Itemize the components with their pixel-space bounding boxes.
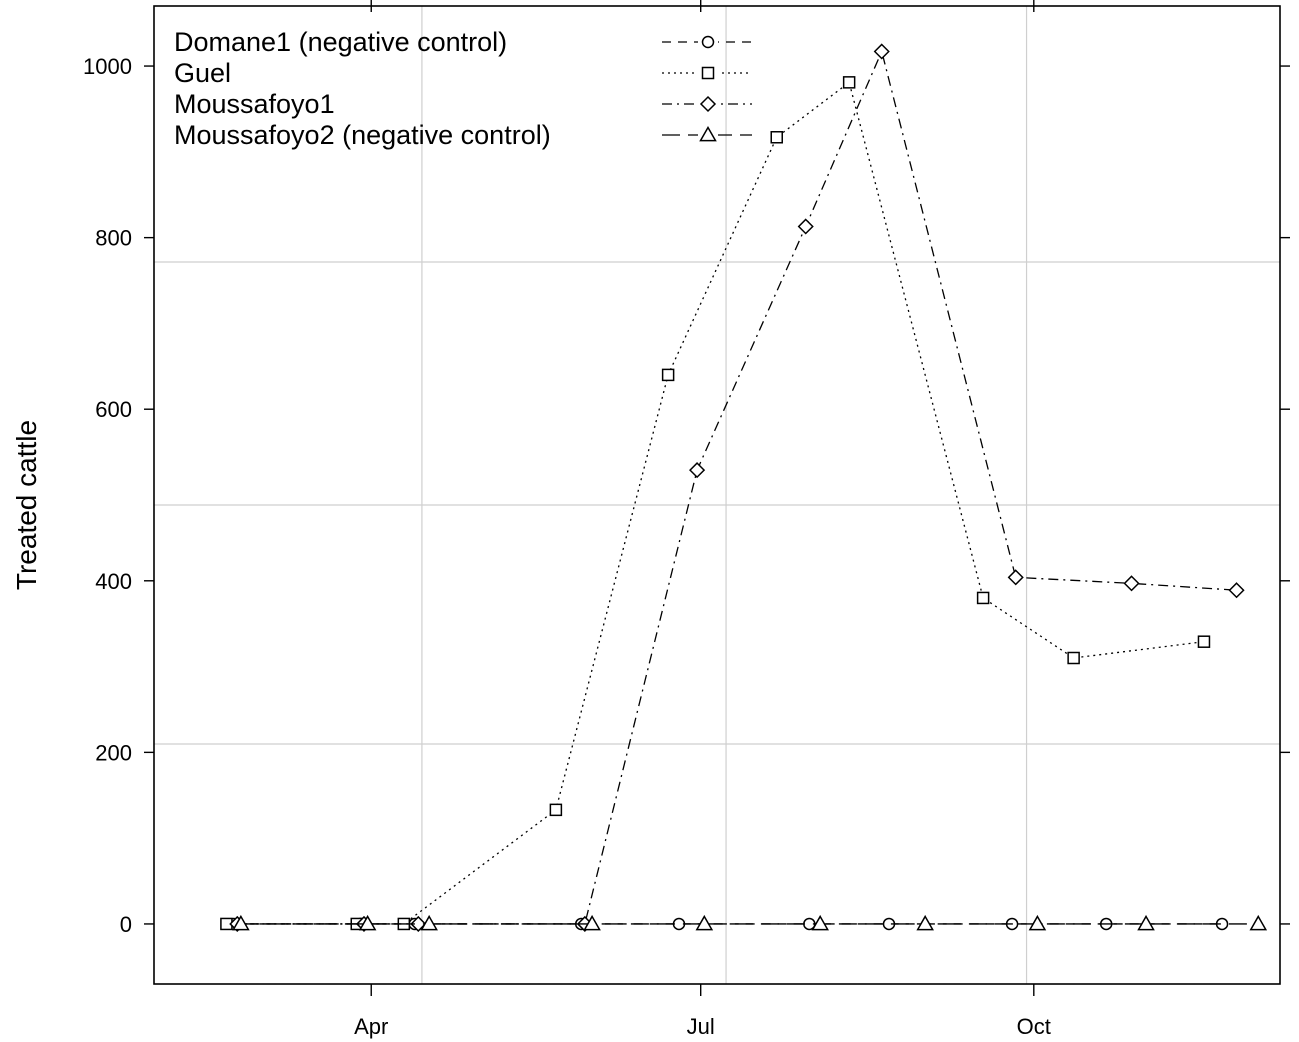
legend-marker-diamond <box>699 95 717 113</box>
y-tick-label: 800 <box>95 226 132 251</box>
data-point-square <box>549 803 563 817</box>
y-tick-label: 200 <box>95 740 132 765</box>
data-point-diamond <box>410 915 427 933</box>
legend-item: Domane1 (negative control) <box>174 27 752 57</box>
data-point-triangle <box>1137 914 1155 931</box>
legend-marker-square <box>701 66 715 80</box>
data-point-triangle <box>916 914 934 931</box>
x-tick-label: Apr <box>354 1014 388 1039</box>
y-tick-label: 400 <box>95 569 132 594</box>
y-tick-label: 600 <box>95 397 132 422</box>
legend: Domane1 (negative control)GuelMoussafoyo… <box>174 27 752 150</box>
data-point-square <box>842 76 856 89</box>
data-point-diamond <box>1007 569 1024 586</box>
y-axis-label: Treated cattle <box>11 420 42 590</box>
data-point-diamond <box>797 218 814 235</box>
legend-item: Moussafoyo2 (negative control) <box>174 120 752 150</box>
data-point-triangle <box>420 914 438 931</box>
x-tick-label: Jul <box>687 1014 715 1039</box>
data-point-diamond <box>1123 575 1140 592</box>
data-point-triangle <box>583 914 601 931</box>
x-tick-label: Oct <box>1017 1014 1051 1039</box>
data-point-triangle <box>1249 914 1268 931</box>
data-point-diamond <box>873 43 890 60</box>
data-point-diamond <box>689 462 706 479</box>
legend-label: Moussafoyo1 <box>174 89 335 119</box>
data-point-square <box>770 131 783 144</box>
data-point-circle <box>672 917 686 931</box>
plot-frame <box>153 5 1281 985</box>
data-point-square <box>661 368 675 382</box>
axes: 0 200 400 600 800 1000 Apr Jul Oct <box>83 0 1290 1039</box>
y-tick-label: 1000 <box>83 54 132 79</box>
series-line <box>237 49 1237 925</box>
data-point-square <box>1197 635 1211 648</box>
data-point-triangle <box>358 914 377 931</box>
data-point-triangle <box>1028 914 1047 931</box>
data-point-triangle <box>695 914 714 931</box>
data-point-triangle <box>811 914 829 931</box>
data-point-square <box>976 591 990 605</box>
legend-label: Guel <box>174 58 231 88</box>
y-tick-label: 0 <box>120 912 132 937</box>
grid <box>154 6 1280 984</box>
data-point-triangle <box>232 914 250 931</box>
series-moussafoyo1 <box>229 43 1245 933</box>
series-moussafoyo2-negative-control <box>232 914 1268 931</box>
legend-label: Moussafoyo2 (negative control) <box>174 120 551 150</box>
legend-item: Guel <box>174 58 752 88</box>
legend-marker-triangle <box>699 125 717 142</box>
legend-marker-circle <box>701 35 715 49</box>
data-point-diamond <box>1228 582 1245 599</box>
legend-label: Domane1 (negative control) <box>174 27 507 57</box>
data-point-square <box>1067 651 1080 665</box>
legend-item: Moussafoyo1 <box>174 89 752 119</box>
series <box>220 43 1268 933</box>
